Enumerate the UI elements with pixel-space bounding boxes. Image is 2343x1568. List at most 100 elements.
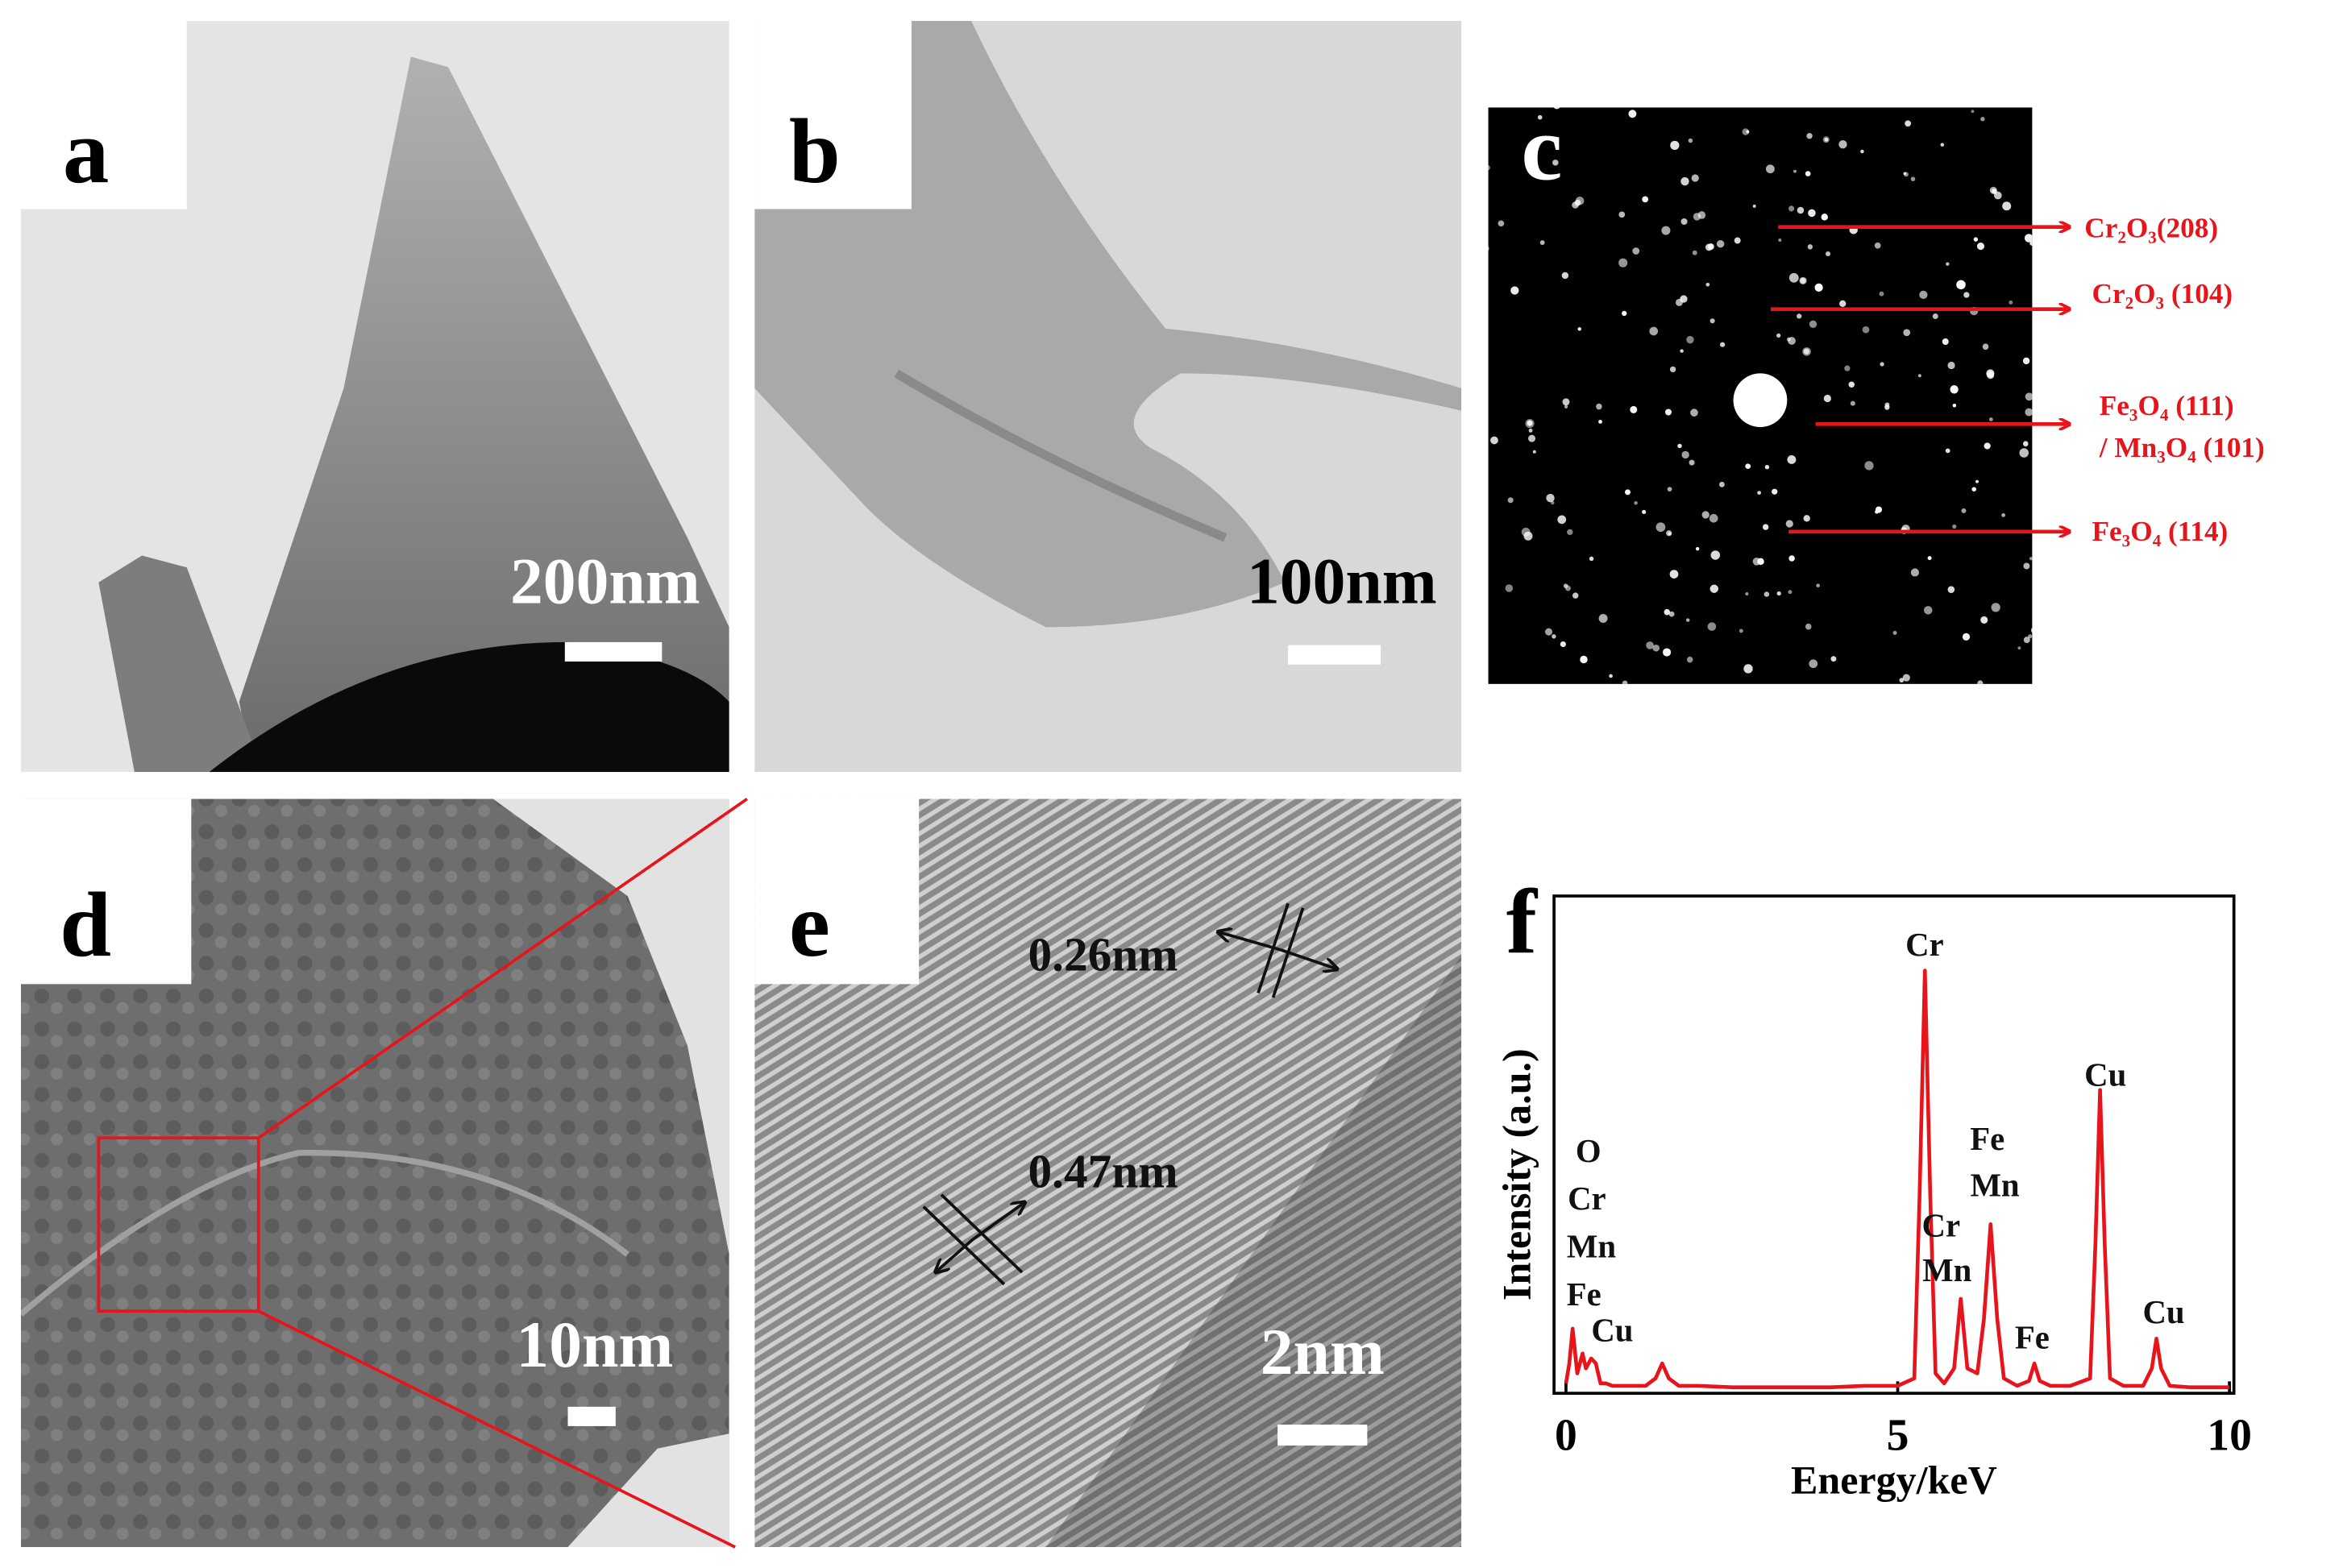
spot	[1716, 86, 1722, 93]
scale-bar-label: 100nm	[1247, 545, 1437, 618]
y-axis-label: Intensity (a.u.)	[1493, 1048, 1539, 1300]
spot	[1652, 644, 1660, 652]
spot	[1880, 362, 1884, 367]
spot	[2009, 300, 2013, 305]
spot	[1952, 524, 1957, 529]
spot	[1572, 592, 1579, 599]
spot	[1672, 94, 1680, 102]
spot	[1642, 509, 1647, 514]
spot	[1805, 171, 1811, 176]
spot	[1806, 133, 1813, 139]
peak-label: Fe	[1567, 1276, 1601, 1313]
spot	[1778, 239, 1782, 242]
spot	[1903, 329, 1911, 337]
spot	[1814, 283, 1823, 292]
spot	[1607, 73, 1612, 77]
peak-label: O	[1576, 1133, 1601, 1169]
peak-label: Cu	[1591, 1312, 1633, 1348]
lattice-label: 0.26nm	[1028, 928, 1178, 981]
spot	[1801, 86, 1807, 93]
diffraction-label: Cr₂O₃ (104)	[2092, 278, 2233, 309]
spot	[1765, 164, 1775, 174]
spot	[2046, 275, 2054, 283]
spot	[1707, 44, 1711, 48]
spot	[1839, 300, 1847, 308]
spot	[1910, 176, 1916, 181]
label-box	[20, 20, 187, 209]
spot	[1479, 624, 1484, 628]
spot	[1728, 85, 1735, 92]
spot	[1980, 616, 1988, 624]
spot	[1975, 479, 1979, 483]
spot	[1992, 189, 1996, 193]
spot	[1651, 738, 1660, 747]
spot	[1932, 313, 1938, 320]
spot	[1632, 247, 1640, 255]
spot	[1753, 754, 1763, 764]
spot	[2002, 201, 2012, 211]
spot	[1669, 570, 1679, 579]
spot	[1572, 201, 1579, 209]
spot	[1752, 204, 1756, 208]
spot	[1793, 169, 1797, 173]
spot	[1677, 443, 1682, 449]
spot	[1692, 250, 1697, 255]
spot	[2038, 256, 2042, 259]
peak-label: Cr	[1568, 1180, 1606, 1217]
spot	[1695, 546, 1700, 551]
spot	[1677, 747, 1682, 752]
peak-label: Cr	[1922, 1208, 1961, 1244]
spot	[1745, 592, 1749, 596]
spot	[1850, 400, 1855, 406]
spot	[1947, 586, 1955, 593]
spot	[1609, 674, 1613, 678]
spot	[1788, 555, 1795, 562]
spot	[1963, 292, 1970, 298]
spot	[2069, 218, 2072, 222]
spot	[1553, 107, 1560, 110]
spot	[1962, 633, 1971, 641]
spot	[1902, 674, 1910, 682]
spot	[1726, 41, 1730, 45]
peak-label: Fe	[1970, 1121, 2004, 1157]
panel-label: d	[60, 873, 111, 976]
shade	[1045, 956, 1462, 1548]
spot	[1754, 755, 1760, 761]
spot	[1622, 680, 1628, 684]
spot	[2023, 562, 2030, 570]
spot	[1757, 491, 1762, 495]
lattice-label: 0.47nm	[1028, 1144, 1178, 1197]
spot	[1745, 463, 1751, 470]
spot	[1892, 630, 1897, 635]
spot	[1618, 211, 1626, 218]
spot	[1807, 244, 1813, 250]
spot	[2025, 392, 2033, 401]
spot	[1662, 648, 1672, 657]
spot	[1973, 237, 1979, 242]
spot	[1884, 402, 1890, 408]
peak-label: Cu	[2084, 1056, 2126, 1093]
spot	[1875, 509, 1879, 514]
spot	[1539, 240, 1545, 245]
spot	[1775, 39, 1782, 46]
spot	[1809, 320, 1817, 329]
spot	[1488, 246, 1489, 251]
spot	[1709, 584, 1718, 593]
peak-label: Fe	[2015, 1320, 2050, 1356]
spot	[1763, 591, 1770, 597]
spot	[2029, 241, 2033, 246]
scale-bar	[1288, 645, 1381, 665]
spot	[1681, 450, 1689, 459]
spot	[1976, 242, 1985, 251]
spot	[1680, 349, 1684, 353]
spot	[1709, 318, 1715, 324]
spot	[1705, 243, 1713, 251]
spot	[1564, 404, 1568, 409]
spot	[1552, 160, 1559, 166]
spot	[2001, 512, 2006, 517]
diffraction-label: / Mn₃O₄ (101)	[2099, 432, 2265, 463]
spot	[2069, 377, 2078, 386]
diffraction-label: Cr₂O₃(208)	[2084, 213, 2218, 244]
spot	[1666, 530, 1672, 537]
spot	[1823, 394, 1831, 403]
